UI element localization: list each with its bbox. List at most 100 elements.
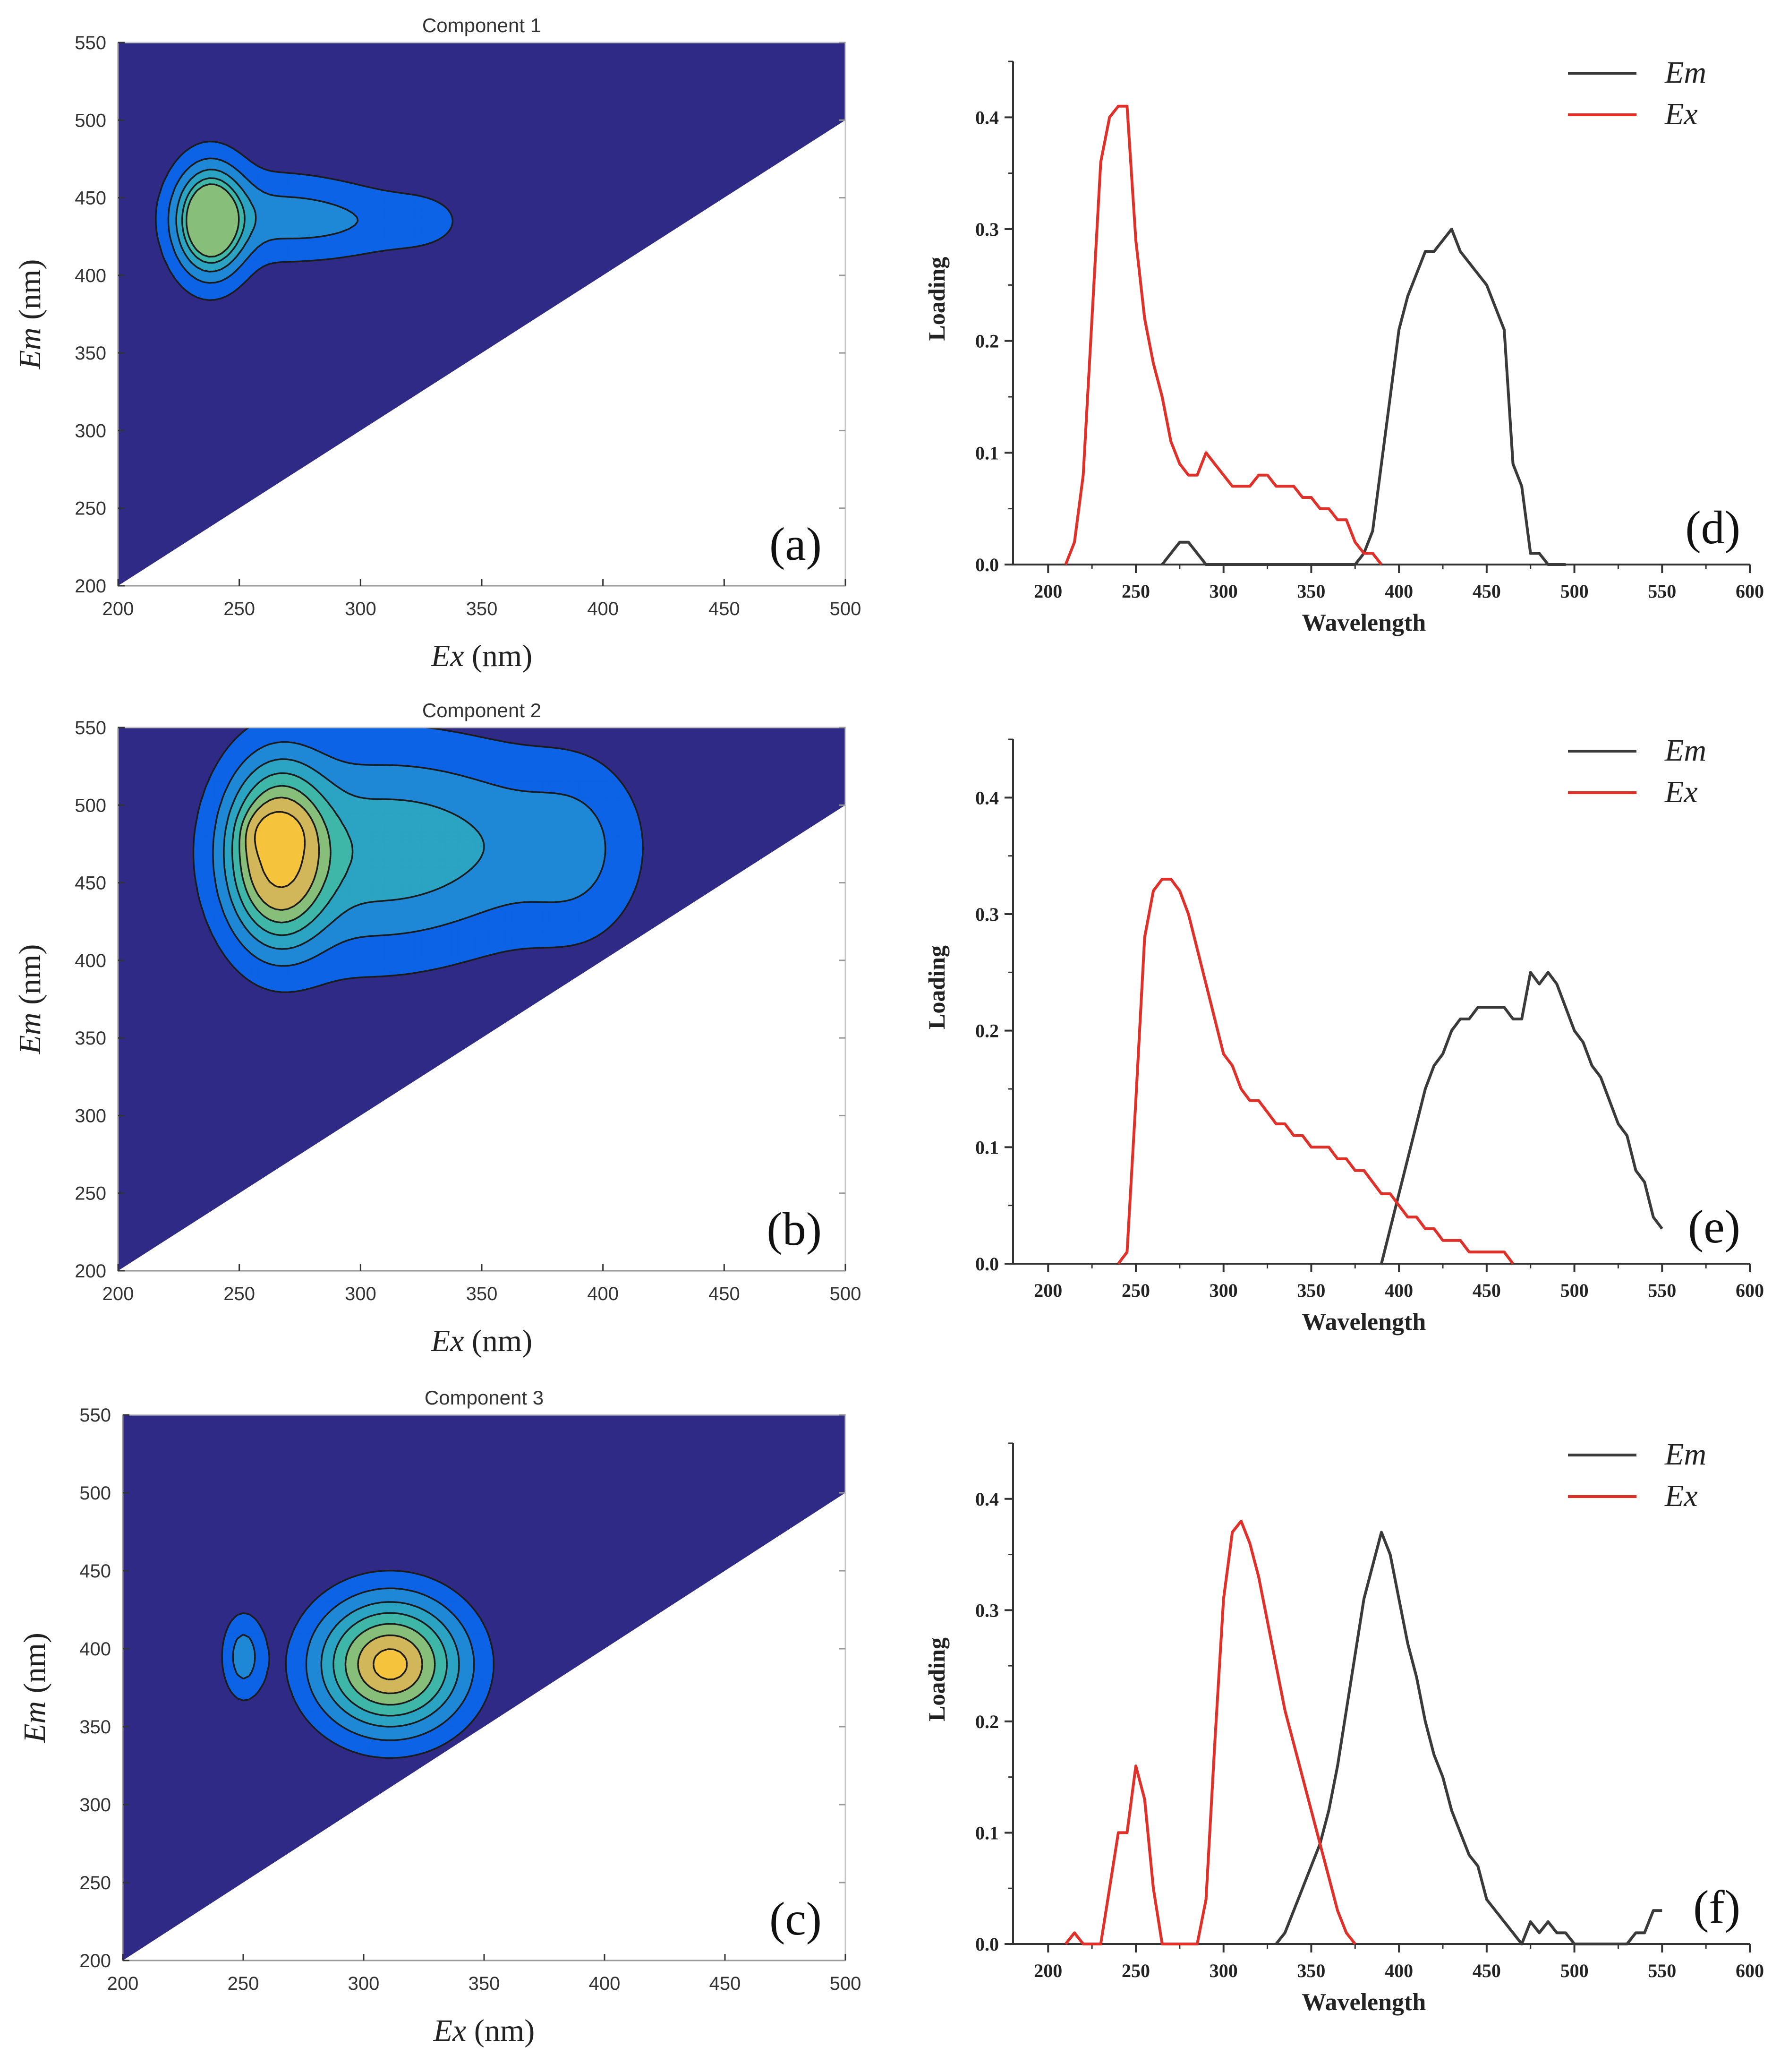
line-ytick-label: 0.0 — [975, 1934, 999, 1955]
contour-xtick-label: 200 — [102, 1284, 134, 1304]
line-xtick-label: 400 — [1385, 1960, 1413, 1981]
line-ytick-label: 0.1 — [975, 1822, 999, 1843]
contour-empty-region — [118, 805, 845, 1271]
line-xtick-label: 500 — [1560, 1960, 1589, 1981]
line-ylabel: Loading — [923, 1637, 950, 1721]
line-xtick-label: 350 — [1297, 1960, 1325, 1981]
contour-ytick-label: 500 — [75, 795, 106, 816]
contour-xlabel-unit: (nm) — [464, 1324, 532, 1358]
contour-xlabel-var: Ex — [433, 2013, 467, 2048]
line-xtick-label: 400 — [1385, 1280, 1413, 1301]
line-ytick-label: 0.4 — [975, 107, 999, 128]
line-xtick-label: 600 — [1736, 581, 1764, 602]
contour-outline-7 — [254, 811, 306, 889]
contour-ylabel-var: Em — [13, 327, 47, 369]
contour-panel-a: 200 250 300 350 400 450 500 200 250 300 350 400 450 5… — [13, 14, 861, 673]
contour-xtick-label: 250 — [223, 599, 255, 619]
contour-ytick-label: 200 — [75, 1261, 106, 1282]
contour-outline-2 — [232, 1587, 475, 1741]
contour-ytick-label: 500 — [79, 1483, 111, 1504]
series-line-em — [1161, 228, 1566, 566]
contour-outline-1 — [221, 1569, 495, 1759]
contour-xtick-label: 450 — [708, 1284, 740, 1304]
contour-outline-5 — [185, 183, 240, 258]
line-xtick-label: 450 — [1473, 581, 1501, 602]
contour-outline-4 — [231, 772, 354, 936]
contour-empty-region — [123, 1493, 845, 1961]
line-xtick-label: 400 — [1385, 581, 1413, 602]
legend-label-em: Em — [1664, 733, 1706, 768]
contour-ylabel-var: Em — [13, 1012, 47, 1054]
contour-layers — [221, 1569, 495, 1759]
series-line-ex — [1065, 1519, 1356, 1945]
line-xtick-label: 300 — [1210, 1280, 1238, 1301]
line-ylabel: Loading — [923, 257, 950, 341]
contour-outline-3 — [320, 1601, 460, 1728]
contour-xlabel-var: Ex — [431, 1324, 464, 1358]
contour-empty-region — [118, 120, 845, 586]
contour-outline-3 — [175, 169, 257, 273]
contour-outline-2 — [212, 741, 606, 967]
contour-xtick-label: 500 — [830, 1973, 861, 1994]
line-xlabel: Wavelength — [1302, 609, 1426, 636]
contour-ytick-label: 300 — [79, 1795, 111, 1815]
line-ytick-label: 0.0 — [975, 554, 999, 575]
line-xtick-label: 300 — [1210, 1960, 1238, 1981]
contour-layers — [192, 728, 644, 993]
contour-layers — [155, 140, 454, 301]
line-ytick-label: 0.0 — [975, 1253, 999, 1275]
contour-ytick-label: 200 — [75, 576, 106, 597]
contour-ytick-label: 200 — [79, 1951, 111, 1971]
contour-ytick-label: 400 — [79, 1639, 111, 1660]
contour-ylabel: Em (nm) — [17, 1633, 52, 1743]
contour-ytick-label: 350 — [79, 1717, 111, 1738]
line-ytick-label: 0.3 — [975, 219, 999, 240]
line-xtick-label: 500 — [1560, 581, 1589, 602]
contour-title: Component 3 — [425, 1387, 544, 1409]
contour-panel-label: (b) — [767, 1203, 822, 1255]
contour-ytick-label: 350 — [75, 343, 106, 364]
line-panel-d: 200 250 300 350 400 450 500 550 600 0.0 0.1 0.2 0.3 0… — [923, 55, 1764, 636]
contour-xlabel: Ex (nm) — [433, 2013, 535, 2048]
line-ytick-label: 0.2 — [975, 331, 999, 352]
contour-xtick-label: 350 — [466, 1284, 498, 1304]
contour-ylabel-unit: (nm) — [13, 944, 47, 1013]
line-xtick-label: 550 — [1648, 1280, 1676, 1301]
legend-label-ex: Ex — [1664, 775, 1698, 809]
contour-outline-5 — [344, 1623, 436, 1706]
line-xtick-label: 350 — [1297, 581, 1325, 602]
contour-xtick-label: 400 — [587, 599, 619, 619]
series-line-em — [1275, 1531, 1662, 1945]
line-panel-label: (d) — [1685, 501, 1740, 554]
line-panel-e: 200 250 300 350 400 450 500 550 600 0.0 0.1 0.2 0.3 0… — [923, 733, 1764, 1336]
line-ytick-label: 0.4 — [975, 1489, 999, 1510]
line-xlabel: Wavelength — [1302, 1989, 1426, 2016]
series-line-ex — [1117, 878, 1514, 1265]
contour-panel-label: (c) — [769, 1892, 822, 1945]
line-xtick-label: 600 — [1736, 1280, 1764, 1301]
contour-ytick-label: 550 — [79, 1405, 111, 1426]
line-ytick-label: 0.2 — [975, 1020, 999, 1042]
contour-panel-c: 200 250 300 350 400 450 500 200 250 300 350 400 450 5… — [17, 1387, 861, 2048]
line-xtick-label: 200 — [1034, 1280, 1062, 1301]
contour-ytick-label: 300 — [75, 420, 106, 441]
contour-ylabel-unit: (nm) — [17, 1633, 52, 1701]
contour-xtick-label: 250 — [228, 1973, 259, 1994]
contour-ytick-label: 400 — [75, 950, 106, 971]
contour-ytick-label: 450 — [75, 873, 106, 894]
contour-panel-b: 200 250 300 350 400 450 500 200 250 300 350 400 450 5… — [13, 699, 861, 1358]
contour-ytick-label: 350 — [75, 1028, 106, 1049]
legend-label-ex: Ex — [1664, 1479, 1698, 1513]
line-panel-f: 200 250 300 350 400 450 500 550 600 0.0 0.1 0.2 0.3 0… — [923, 1437, 1764, 2016]
contour-ytick-label: 450 — [75, 188, 106, 209]
line-panel-label: (e) — [1688, 1200, 1740, 1253]
contour-outline-2 — [167, 157, 359, 284]
contour-xlabel: Ex (nm) — [431, 639, 532, 673]
contour-xlabel-unit: (nm) — [466, 2013, 535, 2048]
contour-xtick-label: 400 — [589, 1973, 621, 1994]
contour-outline-4 — [181, 177, 246, 264]
line-xtick-label: 200 — [1034, 581, 1062, 602]
contour-xtick-label: 300 — [345, 599, 376, 619]
line-ytick-label: 0.1 — [975, 442, 999, 463]
